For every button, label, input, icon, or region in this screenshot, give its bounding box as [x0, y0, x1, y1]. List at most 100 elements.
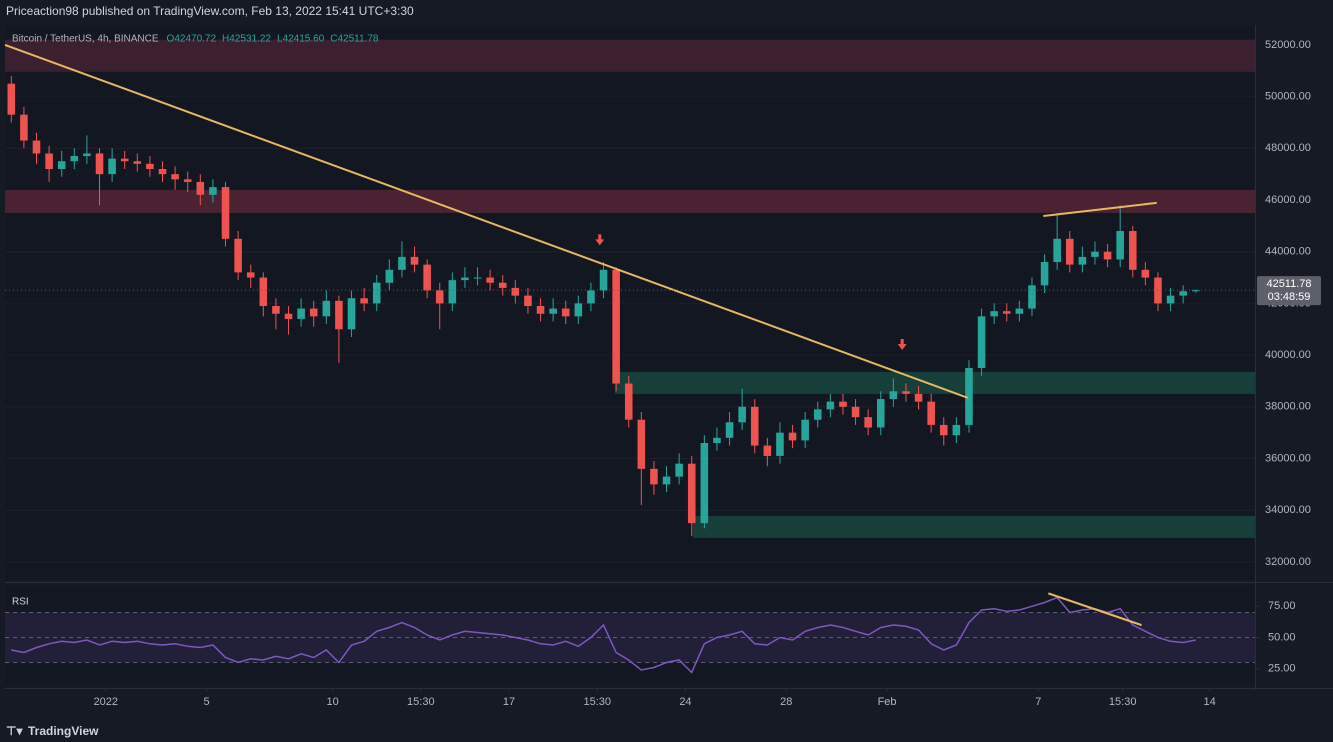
candle-body [1103, 251, 1112, 260]
trend-line [4, 43, 969, 399]
candle-body [561, 308, 570, 317]
candle-body [612, 269, 620, 384]
candle-body [372, 282, 381, 304]
candle-body [1028, 285, 1036, 309]
candle-body [902, 391, 910, 394]
y-tick-label: 75.00 [1268, 600, 1296, 612]
x-tick-label: 10 [326, 696, 338, 708]
candle-body [158, 168, 167, 175]
candle-body [448, 280, 457, 304]
candle-body [171, 174, 179, 180]
candle-body [1002, 311, 1011, 314]
candle-body [1128, 231, 1137, 270]
candle-body [524, 295, 532, 306]
countdown-label: 03:48:59 [1268, 291, 1311, 303]
candle-body [624, 383, 633, 420]
candle-body [965, 368, 973, 425]
candle-body [284, 313, 293, 319]
candle-body [57, 161, 66, 169]
candle-body [1166, 295, 1175, 304]
candle-body [385, 269, 394, 283]
candle-body [536, 305, 545, 314]
candle-body [725, 422, 734, 438]
candle-body [20, 114, 28, 141]
publish-header: Priceaction98 published on TradingView.c… [6, 4, 414, 18]
candle-body [1015, 308, 1024, 314]
candle-body [309, 308, 318, 317]
candle-body [977, 316, 986, 369]
candle-body [322, 300, 331, 317]
candle-body [876, 399, 885, 428]
candle-body [813, 409, 822, 420]
candle-body [183, 179, 192, 182]
ohlc-label: L42415.60 [277, 34, 325, 45]
ohlc-label: C42511.78 [330, 34, 379, 45]
candle-body [851, 406, 860, 418]
y-tick-label: 32000.00 [1265, 556, 1311, 568]
candle-body [511, 287, 520, 296]
candle-body [272, 305, 280, 314]
y-tick-label: 46000.00 [1265, 194, 1311, 206]
price-pane [5, 25, 1255, 580]
candle-body [599, 269, 608, 291]
candle-body [1053, 238, 1061, 263]
candle-body [1141, 269, 1150, 278]
candle-body [574, 303, 583, 317]
candle-body [587, 290, 595, 304]
candle-body [259, 277, 268, 306]
y-tick-label: 34000.00 [1265, 504, 1311, 516]
candle-body [650, 468, 658, 485]
zone [5, 189, 1255, 213]
y-tick-label: 40000.00 [1265, 349, 1311, 361]
zone [614, 371, 1255, 394]
candle-body [196, 181, 205, 195]
candle-body [927, 401, 935, 425]
candle-body [32, 140, 41, 154]
candle-body [146, 163, 154, 169]
candle-body [675, 463, 683, 477]
ohlc-label: H42531.22 [222, 34, 271, 45]
candle-body [95, 153, 104, 175]
candle-body [209, 187, 217, 195]
candle-body [133, 161, 142, 164]
candle-body [776, 432, 784, 456]
candle-body [246, 272, 255, 278]
x-tick-label: 24 [679, 696, 691, 708]
candle-body [1116, 231, 1124, 260]
candle-body [637, 419, 646, 469]
candle-body [473, 277, 482, 279]
divergence-line [1048, 592, 1142, 627]
trend-line [1043, 201, 1157, 218]
candle-body [939, 424, 948, 436]
candle-body [108, 158, 116, 175]
candle-body [120, 158, 129, 162]
candle-body [347, 298, 356, 330]
candle-body [1078, 256, 1087, 265]
x-tick-label: 15:30 [583, 696, 611, 708]
logo-mark: ⊤▾ [6, 724, 23, 738]
candle-body [297, 308, 305, 319]
candle-body [864, 417, 872, 428]
candle-body [398, 256, 406, 270]
candle-body [423, 264, 431, 291]
candle-body [70, 156, 79, 162]
x-tick-label: 7 [1035, 696, 1041, 708]
x-tick-label: 28 [780, 696, 792, 708]
x-tick-label: Feb [878, 696, 897, 708]
candle-body [952, 424, 961, 436]
candle-body [360, 298, 368, 304]
x-tick-label: 2022 [94, 696, 118, 708]
arrow-marker [897, 339, 907, 351]
candle-body [700, 442, 709, 524]
candle-body [1040, 262, 1049, 286]
arrow-marker [595, 234, 605, 246]
candle-body [826, 401, 835, 410]
last-price-box [1257, 276, 1321, 306]
candle-body [750, 406, 759, 446]
y-tick-label: 36000.00 [1265, 452, 1311, 464]
x-tick-label: 17 [503, 696, 515, 708]
candle-body [763, 445, 772, 456]
logo-text: TradingView [28, 724, 99, 738]
symbol-info: Bitcoin / TetherUS, 4h, BINANCE [12, 34, 159, 45]
